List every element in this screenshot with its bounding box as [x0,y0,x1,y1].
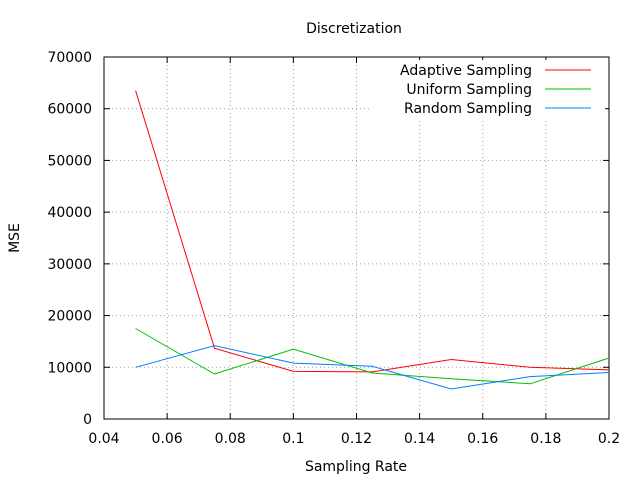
legend: Adaptive Sampling Uniform Sampling Random … [370,60,605,118]
series-group [135,90,610,390]
y-tick-label: 50000 [47,153,92,169]
axis-ticks: 0.04 0.06 0.08 0.1 0.12 0.14 0.16 0.18 0.2 0 10000… [47,50,620,447]
y-tick-label: 10000 [47,360,92,376]
y-axis-label: MSE [7,223,23,253]
y-tick-label: 30000 [47,257,92,273]
y-tick-label: 0 [83,412,92,428]
chart-title: Discretization [306,21,402,37]
x-tick-label: 0.06 [152,431,183,447]
x-axis-label: Sampling Rate [305,459,407,475]
series-line-2 [135,328,610,385]
y-tick-label: 60000 [47,102,92,118]
x-tick-label: 0.2 [598,431,620,447]
x-tick-label: 0.14 [404,431,435,447]
legend-label: Random Sampling [404,101,532,117]
x-tick-label: 0.12 [341,431,372,447]
y-tick-label: 20000 [47,309,92,325]
x-tick-label: 0.1 [282,431,304,447]
x-tick-label: 0.18 [530,431,561,447]
grid [104,57,609,419]
legend-label: Adaptive Sampling [400,63,532,79]
y-tick-label: 40000 [47,205,92,221]
x-tick-label: 0.16 [467,431,498,447]
legend-label: Uniform Sampling [406,82,532,98]
series-line-1 [135,90,610,373]
x-tick-label: 0.08 [215,431,246,447]
y-tick-label: 70000 [47,50,92,66]
series-line-3 [135,345,610,390]
x-tick-label: 0.04 [88,431,119,447]
